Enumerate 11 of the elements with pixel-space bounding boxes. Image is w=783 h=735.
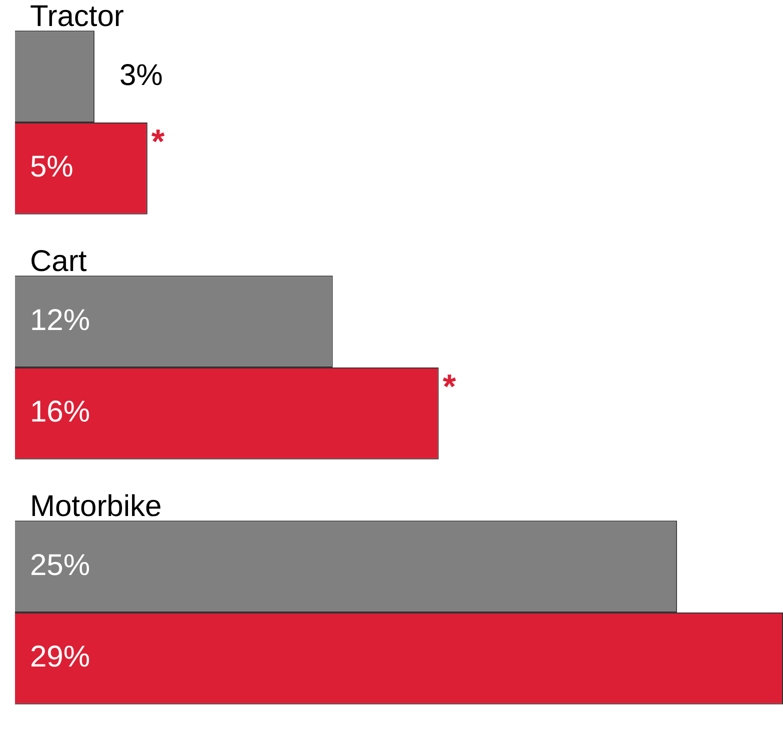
y-tick-label: Cart <box>30 244 88 278</box>
data-label: 3% <box>119 58 163 92</box>
y-tick-label: Motorbike <box>30 490 162 523</box>
data-label: 16% <box>30 396 90 429</box>
y-tick-label: Tractor <box>30 0 124 33</box>
data-label: 12% <box>30 304 90 337</box>
annotation: * <box>442 368 457 406</box>
annotation: * <box>151 122 166 161</box>
data-label: 5% <box>30 150 74 184</box>
data-label: 25% <box>30 548 90 582</box>
data-label: 29% <box>30 640 90 674</box>
